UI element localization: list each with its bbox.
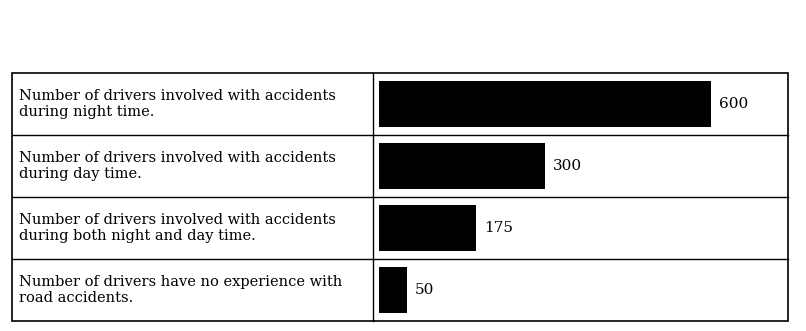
Text: 600: 600 xyxy=(719,97,748,111)
Text: Number of drivers have no experience with
road accidents.: Number of drivers have no experience wit… xyxy=(19,275,342,305)
Text: 50: 50 xyxy=(415,283,434,297)
Text: Number of drivers involved with accidents
during day time.: Number of drivers involved with accident… xyxy=(19,151,335,181)
Text: 300: 300 xyxy=(553,159,582,173)
Text: 175: 175 xyxy=(484,221,513,235)
Text: Number of drivers involved with accidents
during night time.: Number of drivers involved with accident… xyxy=(19,89,335,119)
Text: Number of drivers involved with accidents
during both night and day time.: Number of drivers involved with accident… xyxy=(19,213,335,243)
